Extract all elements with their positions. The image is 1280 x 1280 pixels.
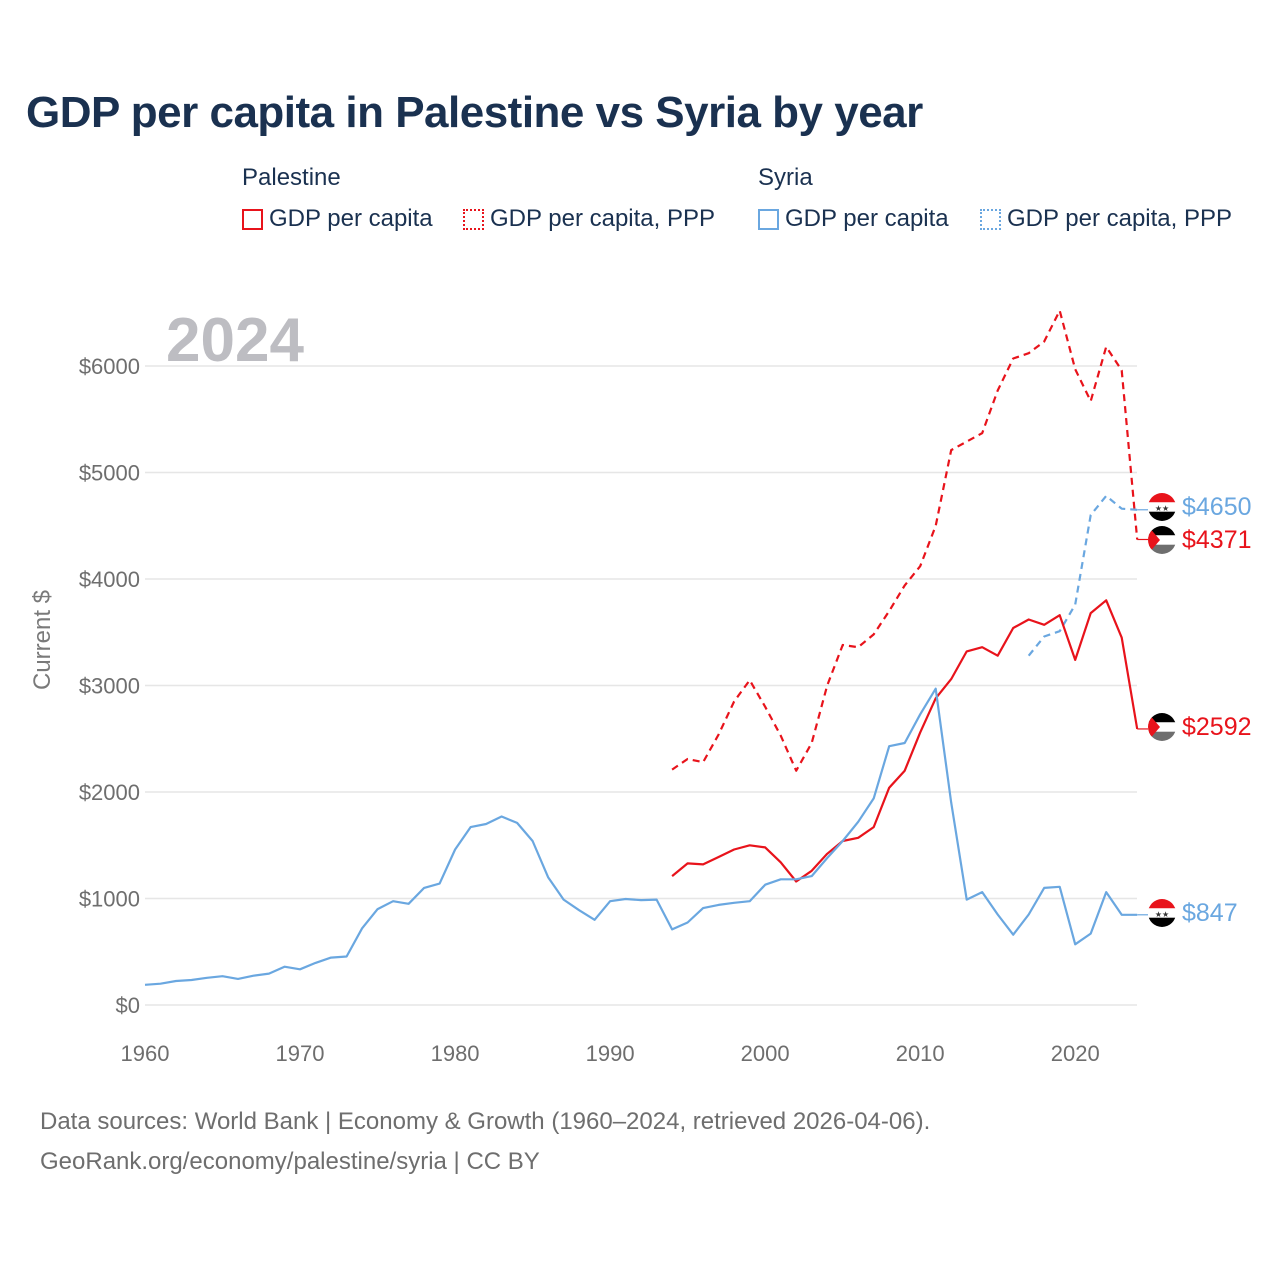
series-line-palestine-ppp [671, 309, 1139, 772]
series-line-syria-ppp [1027, 494, 1138, 657]
source-line-1: Data sources: World Bank | Economy & Gro… [40, 1108, 931, 1135]
legend-swatch-palestine-solid [242, 208, 263, 230]
legend-swatch-syria-dotted [980, 208, 1001, 230]
legend-item-syria-ppp[interactable]: GDP per capita, PPP [980, 205, 1232, 233]
svg-text:★★: ★★ [1155, 504, 1169, 513]
svg-text:★★: ★★ [1155, 910, 1169, 919]
x-tick-label: 1960 [121, 1041, 170, 1066]
y-tick-label: $4000 [79, 567, 140, 592]
legend-swatch-syria-solid [758, 208, 779, 230]
series-line-palestine-gdp [671, 599, 1139, 883]
end-label-palestine-ppp: $4371 [1182, 526, 1252, 554]
end-label-palestine-gdp: $2592 [1182, 713, 1252, 741]
legend-label: GDP per capita [785, 205, 949, 232]
x-tick-label: 1980 [431, 1041, 480, 1066]
year-watermark: 2024 [166, 306, 304, 375]
y-axis-label: Current $ [29, 590, 56, 690]
end-label-syria-ppp: $4650 [1182, 493, 1252, 521]
palestine-flag-icon [1148, 526, 1176, 554]
syria-flag-icon: ★★ [1148, 493, 1176, 521]
x-tick-label: 1990 [586, 1041, 635, 1066]
legend-label: GDP per capita, PPP [1007, 205, 1232, 232]
chart-title: GDP per capita in Palestine vs Syria by … [26, 88, 923, 137]
x-tick-label: 2010 [896, 1041, 945, 1066]
y-tick-label: $1000 [79, 887, 140, 912]
legend-group-palestine: Palestine [242, 164, 341, 191]
palestine-flag-icon [1148, 713, 1176, 741]
y-tick-label: $3000 [79, 674, 140, 699]
legend-label: GDP per capita [269, 205, 433, 232]
end-label-syria-gdp: $847 [1182, 899, 1238, 927]
series-line-syria-gdp [144, 687, 1138, 986]
y-tick-label: $6000 [79, 354, 140, 379]
x-tick-label: 1970 [276, 1041, 325, 1066]
legend-item-syria-gdp[interactable]: GDP per capita [758, 205, 949, 233]
syria-flag-icon: ★★ [1148, 899, 1176, 927]
legend-item-palestine-gdp[interactable]: GDP per capita [242, 205, 433, 233]
source-line-2[interactable]: GeoRank.org/economy/palestine/syria | CC… [40, 1148, 540, 1175]
x-tick-label: 2020 [1051, 1041, 1100, 1066]
y-tick-label: $0 [116, 993, 140, 1018]
x-tick-label: 2000 [741, 1041, 790, 1066]
y-tick-label: $5000 [79, 461, 140, 486]
legend-label: GDP per capita, PPP [490, 205, 715, 232]
legend-group-syria: Syria [758, 164, 813, 191]
y-tick-label: $2000 [79, 780, 140, 805]
legend-item-palestine-ppp[interactable]: GDP per capita, PPP [463, 205, 715, 233]
legend-swatch-palestine-dotted [463, 208, 484, 230]
